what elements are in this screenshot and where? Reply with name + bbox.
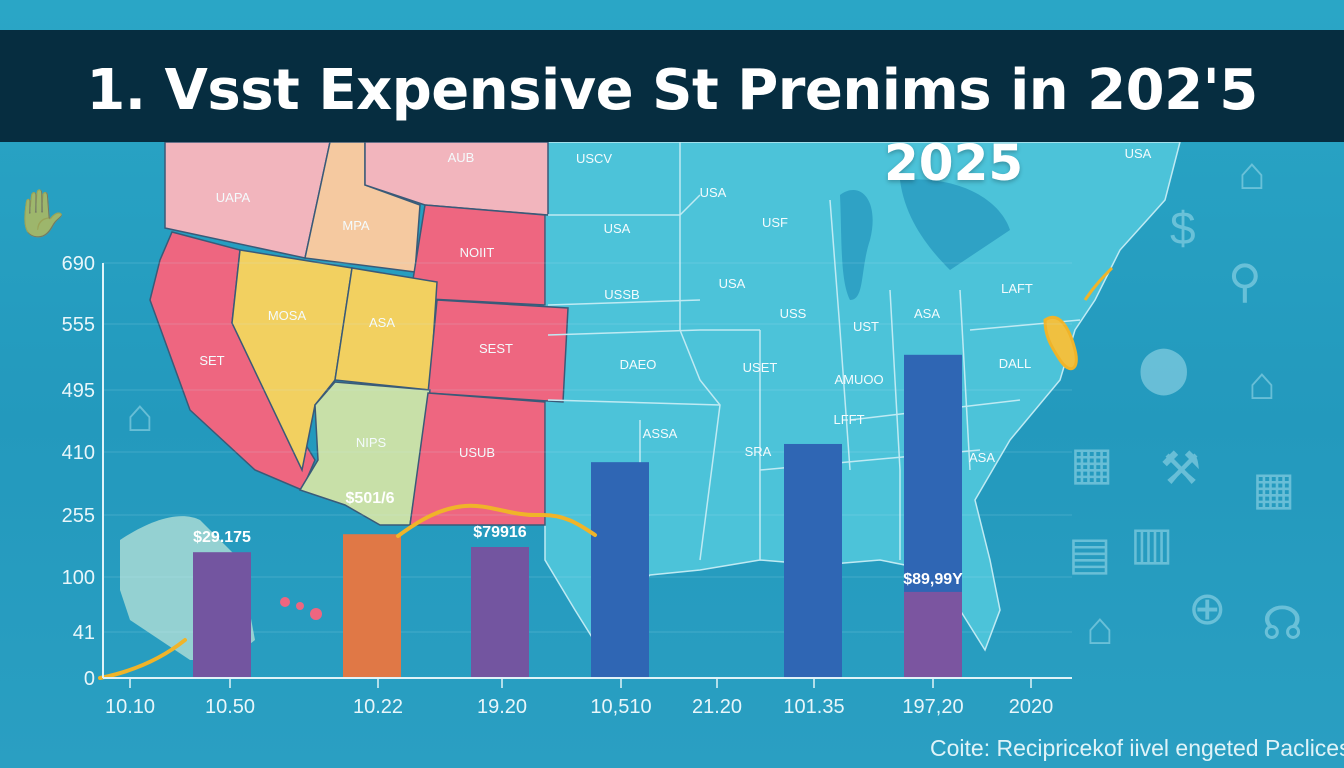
bar-segment	[904, 591, 962, 678]
state-label: MOSA	[268, 308, 307, 323]
hawaii-island	[296, 602, 304, 610]
x-tick-label: 10.22	[353, 696, 403, 718]
state-label: ASSA	[643, 426, 678, 441]
house-icon: ⌂	[126, 389, 154, 441]
y-tick-label: 255	[62, 505, 95, 527]
state-label: UAPA	[216, 190, 251, 205]
y-tick-label: 555	[62, 314, 95, 336]
x-tick-label: 10.10	[105, 696, 155, 718]
state-label: USCV	[576, 151, 612, 166]
bar	[193, 552, 251, 678]
dollar-icon: $	[1170, 202, 1196, 254]
state-label: AUB	[448, 150, 475, 165]
state-label: UST	[853, 319, 879, 334]
y-tick-label: 410	[62, 442, 95, 464]
state-label: SRA	[745, 444, 772, 459]
chesapeake-bay	[1043, 266, 1114, 371]
state-region	[409, 204, 546, 306]
bar-value-label: $29.175	[193, 529, 251, 546]
state-region	[409, 392, 546, 526]
location-pin-icon: ⬤	[1138, 342, 1190, 394]
y-tick-label: 100	[62, 567, 95, 589]
tools-icon: ⚒	[1160, 442, 1202, 494]
house-icon: ⌂	[1248, 357, 1276, 409]
state-border	[547, 399, 721, 406]
state-label: AMUOO	[834, 372, 883, 387]
state-label: USET	[743, 360, 778, 375]
bar-value-label: $501/6	[346, 490, 395, 507]
state-label: DAEO	[620, 357, 657, 372]
bar-value-label: $89,99Y	[903, 571, 963, 588]
state-label: NOIIT	[460, 245, 495, 260]
state-label: DALL	[999, 356, 1032, 371]
state-label: SET	[199, 353, 224, 368]
state-label: LAFT	[1001, 281, 1033, 296]
state-label: LFFT	[833, 412, 864, 427]
page-title: 1. Vsst Expensive St Prenims in 202'5	[86, 58, 1258, 123]
x-tick-label: 197,20	[902, 696, 963, 718]
house-icon: ⌂	[1086, 602, 1114, 654]
house-icon: ⌂	[1238, 147, 1266, 199]
state-region	[427, 299, 569, 403]
bar	[591, 462, 649, 678]
state-label: USS	[780, 306, 807, 321]
state-border	[889, 289, 901, 560]
state-border	[679, 142, 721, 561]
state-label: USA	[604, 221, 631, 236]
state-label: ASA	[369, 315, 395, 330]
bar-value-label: $79916	[473, 524, 526, 541]
state-label: ASA	[914, 306, 940, 321]
x-tick-label: 19.20	[477, 696, 527, 718]
state-label: MPA	[342, 218, 370, 233]
state-label: NIPS	[356, 435, 387, 450]
search-dollar-icon: ⚲	[1228, 255, 1262, 307]
x-tick-label: 21.20	[692, 696, 742, 718]
state-label: USA	[700, 185, 727, 200]
state-border	[829, 199, 851, 471]
hawaii-island	[280, 597, 290, 607]
trend-line	[98, 638, 187, 680]
state-label: ASA	[969, 450, 995, 465]
bar	[784, 443, 842, 678]
bar	[471, 547, 529, 678]
lake-michigan	[840, 190, 873, 300]
x-tick-label: 10,510	[590, 696, 651, 718]
building-icon: ▦	[1070, 437, 1114, 489]
stethoscope-icon: ☊	[1262, 597, 1303, 649]
hawaii-island	[310, 608, 322, 620]
state-label: SEST	[479, 341, 513, 356]
bar	[343, 534, 401, 678]
state-border	[547, 329, 760, 336]
trend-line	[396, 503, 597, 538]
state-border	[959, 289, 971, 471]
state-label: USA	[1125, 146, 1152, 161]
great-lakes	[900, 179, 1010, 270]
source-note: Coite: Recipricekof iivel engeted Paclic…	[930, 735, 1344, 761]
calendar-icon: ▦	[1252, 462, 1296, 514]
y-tick-label: 41	[73, 622, 95, 644]
state-label: USSB	[604, 287, 639, 302]
y-tick-label: 0	[84, 668, 95, 690]
state-label: USF	[762, 215, 788, 230]
office-building-icon: ▥	[1130, 517, 1174, 569]
state-label: USUB	[459, 445, 495, 460]
y-tick-label: 690	[62, 253, 95, 275]
document-icon: ▤	[1068, 527, 1112, 579]
y-tick-label: 495	[62, 380, 95, 402]
plus-circle-icon: ⊕	[1188, 582, 1227, 634]
x-tick-label: 2020	[1009, 696, 1054, 718]
title-band	[0, 30, 1344, 142]
state-label: USA	[719, 276, 746, 291]
x-tick-label: 10.50	[205, 696, 255, 718]
x-tick-label: 101.35	[783, 696, 844, 718]
state-border	[547, 299, 701, 306]
hand-coin-icon: ✋	[12, 187, 70, 239]
subtitle-year: 2025	[884, 134, 1024, 192]
